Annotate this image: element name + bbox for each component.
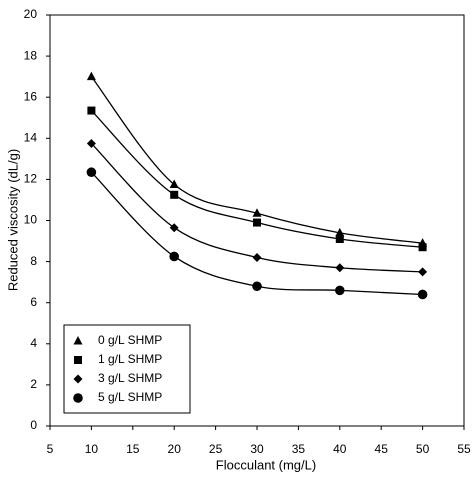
x-axis-label: Flocculant (mg/L)	[216, 457, 316, 472]
x-tick-label: 25	[209, 442, 223, 456]
y-tick-label: 14	[24, 130, 38, 144]
series-line	[90, 142, 423, 273]
y-tick-label: 2	[30, 377, 37, 391]
marker	[418, 267, 428, 277]
x-tick-label: 15	[126, 442, 140, 456]
legend-marker	[73, 374, 83, 384]
marker	[417, 289, 428, 300]
marker	[86, 167, 97, 178]
y-tick-label: 10	[24, 213, 38, 227]
legend-label: 3 g/L SHMP	[98, 371, 162, 385]
x-tick-label: 30	[250, 442, 264, 456]
x-tick-label: 10	[85, 442, 99, 456]
marker	[86, 138, 96, 148]
series-line	[90, 171, 423, 296]
marker	[169, 223, 179, 233]
y-tick-label: 6	[30, 295, 37, 309]
y-tick-label: 12	[24, 172, 38, 186]
y-tick-label: 4	[30, 336, 37, 350]
marker	[335, 285, 345, 296]
marker	[418, 243, 427, 252]
marker	[252, 208, 262, 217]
y-axis-label: Reduced viscosity (dL/g)	[5, 149, 20, 291]
y-tick-label: 0	[30, 418, 37, 432]
legend-box	[63, 324, 191, 414]
marker	[335, 263, 345, 273]
x-tick-label: 55	[457, 442, 471, 456]
x-tick-label: 50	[416, 442, 430, 456]
legend-marker	[73, 393, 83, 403]
y-tick-label: 20	[24, 7, 38, 21]
marker	[335, 227, 345, 237]
y-tick-label: 16	[24, 89, 38, 103]
legend-label: 1 g/L SHMP	[98, 352, 162, 366]
legend-label: 5 g/L SHMP	[98, 390, 162, 404]
marker	[335, 234, 344, 243]
marker	[86, 71, 96, 81]
x-tick-label: 40	[333, 442, 347, 456]
x-tick-label: 35	[292, 442, 306, 456]
marker	[252, 281, 262, 292]
marker	[252, 252, 262, 262]
legend-marker	[73, 336, 83, 345]
y-tick-label: 8	[30, 254, 37, 268]
marker	[253, 218, 261, 227]
x-tick-label: 5	[47, 442, 54, 456]
marker	[169, 251, 179, 262]
legend-marker	[74, 356, 82, 364]
marker	[87, 106, 96, 115]
x-tick-label: 45	[375, 442, 389, 456]
legend-label: 0 g/L SHMP	[98, 333, 162, 347]
marker	[170, 190, 179, 199]
x-tick-label: 20	[168, 442, 182, 456]
series-line	[90, 76, 423, 244]
marker	[169, 179, 179, 189]
y-tick-label: 18	[24, 48, 38, 62]
